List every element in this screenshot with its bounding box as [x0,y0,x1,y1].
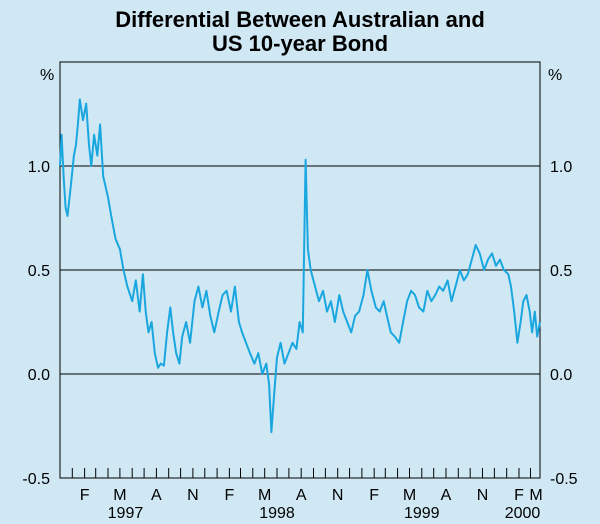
y-tick-label-left: 0.0 [28,367,50,384]
y-tick-label-right: 1.0 [550,159,572,176]
chart-title-line-1: Differential Between Australian and [115,7,485,32]
x-month-label: M [403,487,416,504]
x-month-label: M [113,487,126,504]
x-month-label: A [441,487,452,504]
x-month-label: A [151,487,162,504]
chart-title-line-2: US 10-year Bond [211,31,389,56]
x-month-label: N [187,487,199,504]
x-month-label: M [258,487,271,504]
x-month-label: F [369,487,379,504]
y-tick-label-left: -0.5 [22,471,50,488]
series-line-0 [59,98,541,434]
y-tick-label-left: 0.5 [28,263,50,280]
x-year-label: 1999 [404,505,440,522]
x-month-label: A [296,487,307,504]
x-month-label: N [332,487,344,504]
x-year-label: 2000 [505,505,541,522]
x-month-label: F [224,487,234,504]
y-unit-left: % [40,67,54,84]
x-month-label: M [529,487,542,504]
y-unit-right: % [548,67,562,84]
y-tick-label-right: -0.5 [550,471,578,488]
x-year-label: 1997 [108,505,144,522]
y-tick-label-right: 0.0 [550,367,572,384]
x-month-label: F [514,487,524,504]
x-month-label: N [477,487,489,504]
y-tick-label-left: 1.0 [28,159,50,176]
x-month-label: F [80,487,90,504]
y-tick-label-right: 0.5 [550,263,572,280]
x-year-label: 1998 [259,505,295,522]
